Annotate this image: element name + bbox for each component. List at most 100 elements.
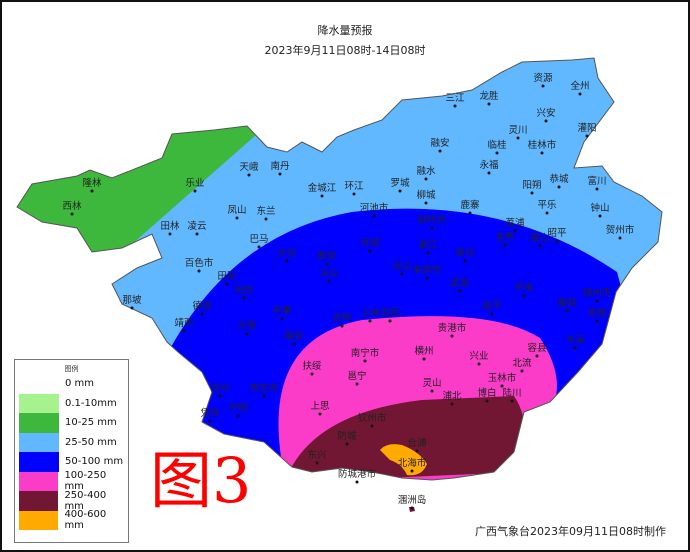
- city-label: 北海市: [397, 458, 427, 469]
- city-label: 兴业: [469, 351, 489, 362]
- city-dot: [372, 214, 376, 218]
- legend-label: 0 mm: [65, 378, 95, 390]
- city-label: 资源: [533, 73, 553, 84]
- city-dot: [225, 282, 229, 286]
- city-label: 大化: [277, 248, 297, 259]
- city-dot: [540, 151, 544, 155]
- city-label: 岑溪: [565, 335, 585, 346]
- city-label: 防城: [337, 431, 357, 442]
- city-label: 钦州市: [357, 413, 387, 424]
- city-dot: [242, 296, 246, 300]
- city-dot: [450, 334, 454, 338]
- city-dot: [487, 171, 491, 175]
- city-label: 柳州市: [417, 215, 447, 226]
- city-dot: [463, 259, 467, 263]
- city-dot: [355, 382, 359, 386]
- city-dot: [247, 173, 251, 177]
- city-dot: [345, 442, 349, 446]
- city-label: 武鸣: [332, 313, 352, 324]
- city-label: 防城港市: [337, 469, 377, 480]
- city-label: 阳朔: [522, 180, 542, 191]
- city-dot: [485, 399, 489, 403]
- city-label: 富川: [587, 176, 607, 187]
- city-dot: [235, 216, 239, 220]
- city-label: 德保: [192, 301, 212, 312]
- city-label: 凤山: [227, 205, 247, 216]
- city-label: 田林: [160, 221, 180, 232]
- city-label: 桂林市: [527, 140, 557, 151]
- city-label: 上思: [310, 401, 330, 412]
- city-dot: [500, 384, 504, 388]
- legend-label: 25-50 mm: [65, 436, 117, 448]
- city-label: 藤县: [557, 298, 577, 309]
- city-dot: [257, 245, 261, 249]
- city-label: 容县: [527, 343, 547, 354]
- city-dot: [182, 329, 186, 333]
- legend-item: 100-250 mm: [15, 470, 128, 493]
- city-label: 忻城: [360, 238, 380, 249]
- city-label: 浦北: [442, 391, 462, 402]
- city-label: 百色市: [184, 258, 214, 269]
- legend-swatch: [19, 432, 59, 452]
- city-label: 那坡: [122, 295, 142, 306]
- city-label: 融安: [430, 138, 450, 149]
- city-label: 桂平: [482, 301, 502, 312]
- city-dot: [453, 104, 457, 108]
- city-dot: [477, 362, 481, 366]
- city-label: 融水: [416, 166, 436, 177]
- legend-swatch: [19, 393, 59, 413]
- city-label: 南丹: [270, 161, 290, 172]
- city-dot: [598, 214, 602, 218]
- legend-swatch: [19, 413, 59, 433]
- city-dot: [458, 289, 462, 293]
- city-dot: [438, 149, 442, 153]
- city-dot: [236, 414, 240, 418]
- city-label: 扶绥: [302, 361, 322, 372]
- city-label: 平果: [272, 306, 292, 317]
- city-dot: [422, 357, 426, 361]
- legend: 图例 0 mm 0.1-10mm 10-25 mm 25-50 mm 50-100 mm…: [14, 359, 129, 543]
- city-label: 上林: [360, 308, 380, 319]
- legend-swatch: [19, 471, 59, 491]
- legend-item: 0 mm: [15, 374, 128, 394]
- city-label: 涠洲岛: [397, 495, 427, 506]
- city-label: 巴马: [249, 234, 269, 245]
- city-dot: [595, 319, 599, 323]
- city-label: 龙胜: [479, 91, 499, 102]
- city-dot: [218, 394, 222, 398]
- legend-swatch: [19, 510, 59, 530]
- city-dot: [450, 402, 454, 406]
- city-label: 田阳: [217, 271, 237, 282]
- city-dot: [352, 192, 356, 196]
- city-label: 邕宁: [347, 371, 367, 382]
- city-dot: [193, 189, 197, 193]
- city-label: 金城江: [307, 183, 337, 194]
- city-dot: [425, 276, 429, 280]
- city-dot: [245, 332, 249, 336]
- city-dot: [468, 211, 472, 215]
- city-label: 贵港市: [437, 323, 467, 334]
- city-dot: [388, 319, 392, 323]
- city-label: 田东: [234, 285, 254, 296]
- city-dot: [292, 342, 296, 346]
- city-dot: [327, 279, 331, 283]
- forecast-period: 2023年9月11日08时-14日08时: [264, 44, 426, 57]
- legend-swatch: [19, 491, 59, 511]
- city-label: 昭平: [547, 228, 567, 239]
- city-label: 宾阳: [380, 308, 400, 319]
- city-dot: [595, 187, 599, 191]
- city-dot: [208, 419, 212, 423]
- legend-label: 100-250 mm: [64, 470, 107, 493]
- city-label: 合浦: [407, 438, 427, 449]
- figure-label: 图3: [150, 444, 252, 517]
- city-dot: [400, 272, 404, 276]
- city-dot: [197, 269, 201, 273]
- city-label: 环江: [344, 181, 364, 192]
- city-dot: [370, 424, 374, 428]
- city-label: 恭城: [549, 174, 569, 185]
- city-dot: [424, 201, 428, 205]
- city-dot: [530, 191, 534, 195]
- legend-item: 400-600 mm: [15, 509, 128, 531]
- city-label: 天等: [237, 321, 257, 332]
